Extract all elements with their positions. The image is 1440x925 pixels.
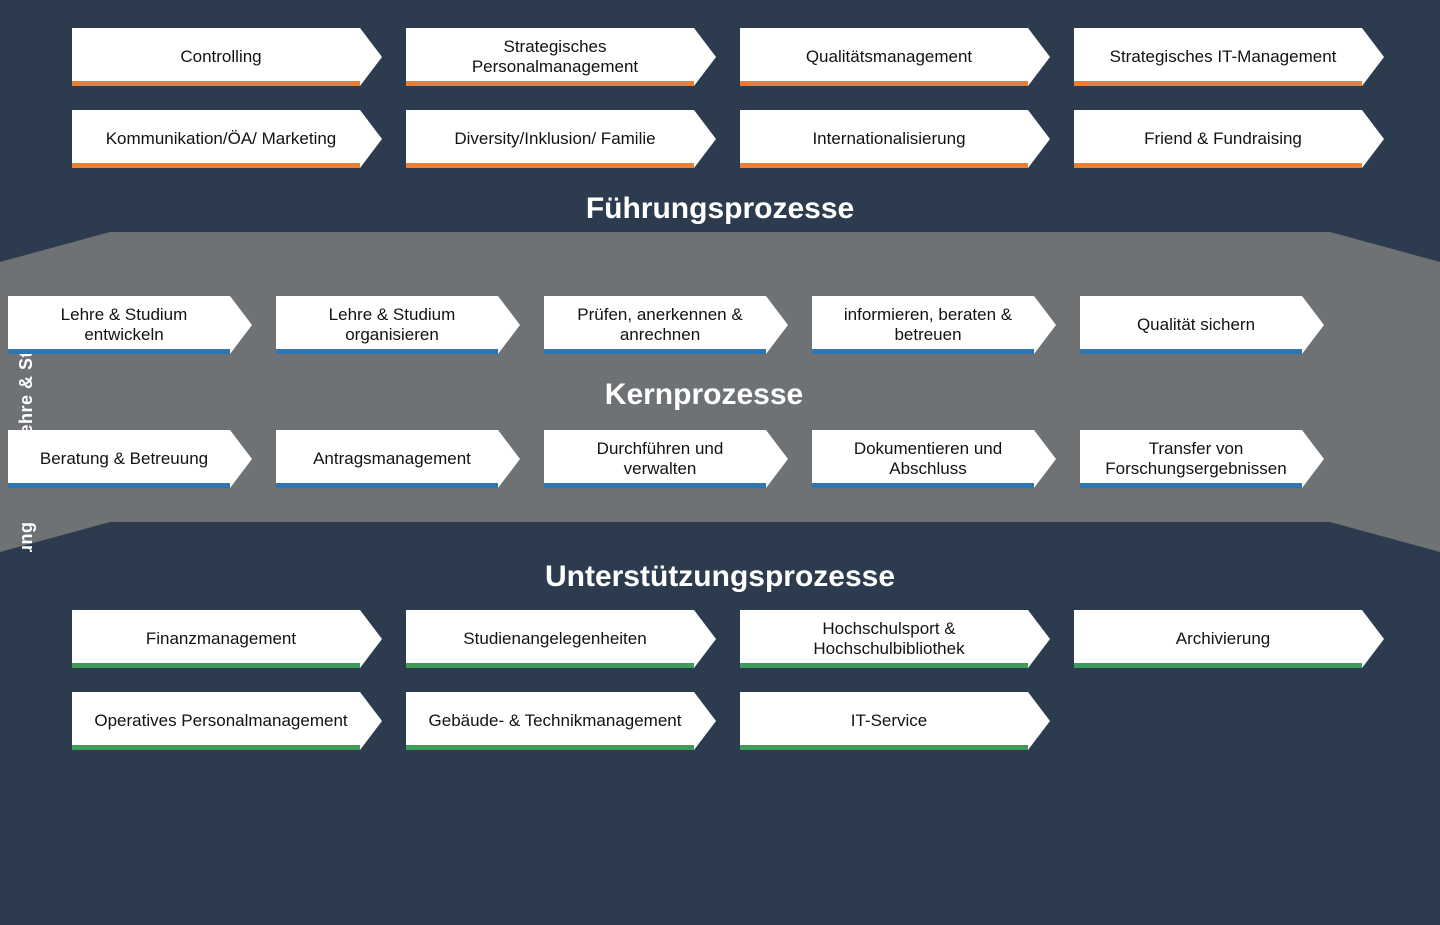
- box-label: Lehre & Studium entwickeln: [22, 305, 226, 346]
- box-label: Lehre & Studium organisieren: [290, 305, 494, 346]
- box-qualitaetsmgmt[interactable]: Qualitätsmanagement: [740, 28, 1050, 86]
- box-label: Operatives Personalmanagement: [94, 711, 347, 731]
- wedge-top: [0, 232, 1440, 262]
- box-studienangelegenheiten[interactable]: Studienangelegenheiten: [406, 610, 716, 668]
- box-label: Diversity/Inklusion/ Familie: [454, 129, 655, 149]
- box-beratung[interactable]: Beratung & Betreuung: [8, 430, 252, 488]
- box-it-service[interactable]: IT-Service: [740, 692, 1050, 750]
- box-gebaeude-technik[interactable]: Gebäude- & Technikmanagement: [406, 692, 716, 750]
- box-label: Beratung & Betreuung: [40, 449, 208, 469]
- box-label: Durchführen und verwalten: [558, 439, 762, 480]
- bottom-row-1: Finanzmanagement Studienangelegenheiten …: [72, 610, 1400, 668]
- box-operatives-personalmgmt[interactable]: Operatives Personalmanagement: [72, 692, 382, 750]
- wedge-bottom: [0, 522, 1440, 552]
- box-label: Qualität sichern: [1137, 315, 1255, 335]
- box-label: Kommunikation/ÖA/ Marketing: [106, 129, 337, 149]
- box-hochschulsport[interactable]: Hochschulsport & Hochschulbibliothek: [740, 610, 1050, 668]
- middle-row-2: Beratung & Betreuung Antragsmanagement D…: [8, 430, 1400, 488]
- box-label: Finanzmanagement: [146, 629, 296, 649]
- box-label: Internationalisierung: [812, 129, 965, 149]
- process-map: Controlling Strategisches Personalmanage…: [0, 0, 1440, 925]
- box-label: Archivierung: [1176, 629, 1271, 649]
- box-label: Studienangelegenheiten: [463, 629, 646, 649]
- box-pruefen[interactable]: Prüfen, anerkennen & anrechnen: [544, 296, 788, 354]
- box-label: Strategisches IT-Management: [1110, 47, 1337, 67]
- box-label: Strategisches Personalmanagement: [420, 37, 690, 78]
- box-strat-personalmgmt[interactable]: Strategisches Personalmanagement: [406, 28, 716, 86]
- box-archivierung[interactable]: Archivierung: [1074, 610, 1384, 668]
- heading-top: Führungsprozesse: [0, 192, 1440, 226]
- section-unterstuetzungsprozesse: Unterstützungsprozesse Finanzmanagement …: [0, 552, 1440, 804]
- box-label: Hochschulsport & Hochschulbibliothek: [754, 619, 1024, 660]
- box-dokumentieren[interactable]: Dokumentieren und Abschluss: [812, 430, 1056, 488]
- box-label: Qualitätsmanagement: [806, 47, 972, 67]
- box-controlling[interactable]: Controlling: [72, 28, 382, 86]
- top-row-2: Kommunikation/ÖA/ Marketing Diversity/In…: [72, 110, 1400, 168]
- box-label: IT-Service: [851, 711, 928, 731]
- top-row-1: Controlling Strategisches Personalmanage…: [72, 28, 1400, 86]
- heading-bottom: Unterstützungsprozesse: [0, 560, 1440, 594]
- box-label: Antragsmanagement: [313, 449, 471, 469]
- box-label: Prüfen, anerkennen & anrechnen: [558, 305, 762, 346]
- box-durchfuehren[interactable]: Durchführen und verwalten: [544, 430, 788, 488]
- box-lehre-organisieren[interactable]: Lehre & Studium organisieren: [276, 296, 520, 354]
- bottom-row-2: Operatives Personalmanagement Gebäude- &…: [72, 692, 1400, 750]
- box-kommunikation[interactable]: Kommunikation/ÖA/ Marketing: [72, 110, 382, 168]
- box-label: Friend & Fundraising: [1144, 129, 1302, 149]
- section-fuehrungsprozesse: Controlling Strategisches Personalmanage…: [0, 0, 1440, 232]
- box-finanzmgmt[interactable]: Finanzmanagement: [72, 610, 382, 668]
- box-diversity[interactable]: Diversity/Inklusion/ Familie: [406, 110, 716, 168]
- box-qualitaet-sichern[interactable]: Qualität sichern: [1080, 296, 1324, 354]
- box-label: Transfer von Forschungsergebnissen: [1094, 439, 1298, 480]
- middle-row-1: Lehre & Studium entwickeln Lehre & Studi…: [8, 296, 1400, 354]
- box-label: informieren, beraten & betreuen: [826, 305, 1030, 346]
- section-kernprozesse: Lehre & Studium Forschung Lehre & Studiu…: [0, 262, 1440, 522]
- box-transfer[interactable]: Transfer von Forschungsergebnissen: [1080, 430, 1324, 488]
- box-fundraising[interactable]: Friend & Fundraising: [1074, 110, 1384, 168]
- heading-middle: Kernprozesse: [8, 378, 1400, 412]
- box-label: Dokumentieren und Abschluss: [826, 439, 1030, 480]
- box-label: Gebäude- & Technikmanagement: [429, 711, 682, 731]
- box-strat-it-mgmt[interactable]: Strategisches IT-Management: [1074, 28, 1384, 86]
- box-label: Controlling: [180, 47, 261, 67]
- box-lehre-entwickeln[interactable]: Lehre & Studium entwickeln: [8, 296, 252, 354]
- box-informieren[interactable]: informieren, beraten & betreuen: [812, 296, 1056, 354]
- box-internationalisierung[interactable]: Internationalisierung: [740, 110, 1050, 168]
- box-antragsmgmt[interactable]: Antragsmanagement: [276, 430, 520, 488]
